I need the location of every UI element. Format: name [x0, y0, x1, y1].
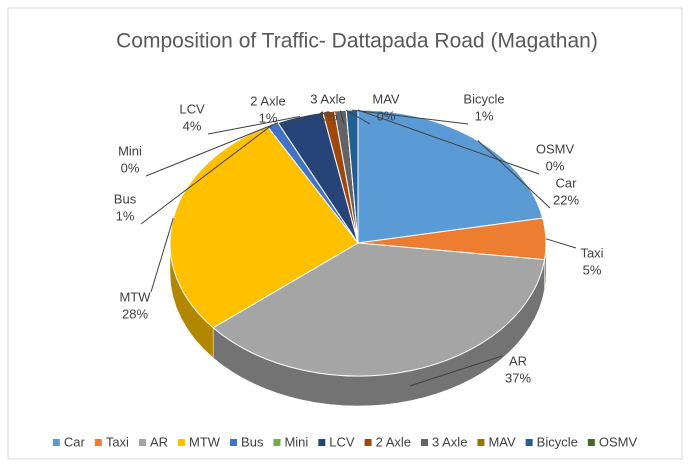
- legend-swatch: [230, 439, 238, 446]
- data-label-name: Bus: [114, 191, 137, 206]
- legend-swatch: [138, 439, 146, 446]
- leader-line: [357, 109, 540, 175]
- legend: Car Taxi AR MTW Bus Mini LCV 2 Axle 3 Axle MAV Bic…: [52, 434, 638, 449]
- data-label: 0%: [546, 158, 565, 173]
- leader-line: [145, 122, 279, 177]
- legend-swatch: [52, 439, 60, 446]
- pie-slice: [357, 109, 544, 244]
- data-label-name: Mini: [118, 143, 142, 158]
- legend-swatch: [421, 439, 429, 446]
- pie-slice: [169, 125, 359, 329]
- data-label-name: LCV: [179, 101, 205, 116]
- legend-label: MAV: [488, 434, 516, 449]
- legend-swatch: [178, 439, 185, 446]
- legend-label: Bicycle: [537, 434, 578, 449]
- pie-slice: [212, 242, 546, 377]
- legend-label: MTW: [189, 434, 221, 449]
- chart-title: Composition of Traffic- Dattapada Road (…: [116, 30, 598, 53]
- data-label: 4%: [183, 118, 202, 133]
- legend-label: 3 Axle: [432, 434, 467, 449]
- leader-line: [207, 116, 300, 135]
- data-label: 1%: [319, 108, 338, 123]
- data-label: 1%: [116, 208, 135, 223]
- data-label-name: Car: [556, 175, 578, 190]
- leader-line: [545, 238, 577, 249]
- data-label: 37%: [505, 370, 531, 385]
- data-label-name: AR: [509, 353, 527, 368]
- leader-line: [477, 140, 551, 209]
- data-label-name: MAV: [372, 91, 400, 106]
- legend-label: Bus: [241, 434, 264, 449]
- data-label: 0%: [377, 108, 396, 123]
- legend-swatch: [525, 439, 533, 446]
- legend-label: OSMV: [599, 434, 638, 449]
- data-label-name: 2 Axle: [250, 93, 285, 108]
- leader-line: [345, 109, 371, 125]
- legend-swatch: [477, 439, 485, 446]
- leader-line: [410, 355, 503, 387]
- legend-swatch: [318, 439, 326, 446]
- leader-line: [150, 217, 174, 293]
- legend-swatch: [364, 439, 372, 446]
- leader-line: [283, 111, 329, 127]
- data-label: 1%: [259, 110, 278, 125]
- data-label-name: Bicycle: [463, 91, 504, 106]
- legend-label: Mini: [284, 434, 308, 449]
- data-label-name: Taxi: [580, 245, 603, 260]
- legend-swatch: [273, 439, 281, 446]
- leader-line: [339, 110, 345, 125]
- data-label: 28%: [122, 306, 148, 321]
- leader-line: [352, 109, 469, 125]
- data-label: 1%: [475, 108, 494, 123]
- leader-line: [140, 124, 273, 225]
- data-label: 5%: [583, 262, 602, 277]
- legend-label: LCV: [329, 434, 355, 449]
- legend-swatch: [94, 439, 102, 446]
- data-label-name: MTW: [119, 289, 151, 304]
- legend-label: Car: [64, 434, 86, 449]
- data-label-name: OSMV: [536, 141, 575, 156]
- data-label-name: 3 Axle: [310, 91, 345, 106]
- legend-label: AR: [150, 434, 168, 449]
- legend-swatch: [587, 439, 595, 446]
- data-label: 22%: [553, 192, 579, 207]
- data-label: 0%: [121, 160, 140, 175]
- legend-label: Taxi: [106, 434, 129, 449]
- legend-label: 2 Axle: [376, 434, 411, 449]
